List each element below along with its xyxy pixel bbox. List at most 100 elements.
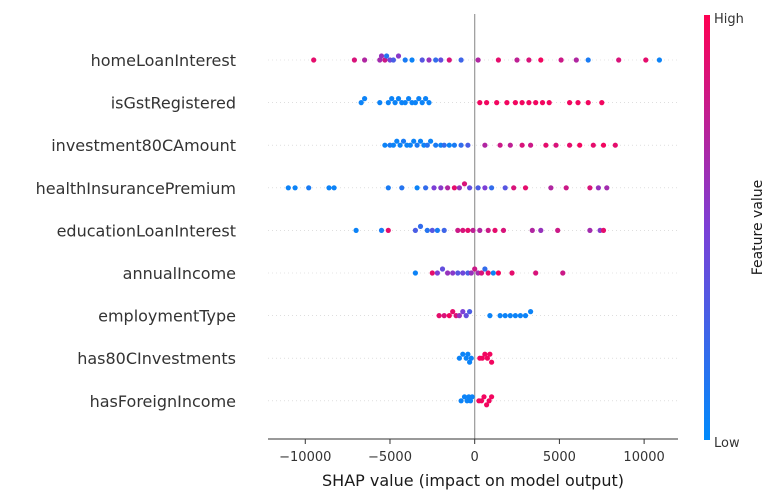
shap-point (458, 398, 464, 404)
shap-point (497, 142, 503, 148)
shap-point (484, 355, 490, 361)
shap-point (441, 313, 447, 319)
shap-point (467, 398, 474, 404)
shap-point (468, 270, 474, 276)
shap-point (585, 100, 591, 106)
shap-point (502, 185, 508, 191)
shap-point (377, 100, 383, 106)
shap-point (378, 53, 385, 59)
shap-point (546, 100, 552, 106)
shap-point (395, 96, 402, 102)
shap-point (423, 185, 429, 191)
shap-point (292, 185, 298, 191)
x-tick-label: 10000 (623, 450, 664, 465)
shap-point (656, 57, 663, 63)
shap-point (538, 227, 544, 233)
shap-point (353, 227, 359, 233)
shap-point (384, 53, 390, 59)
shap-point (426, 57, 432, 63)
shap-point (446, 313, 452, 319)
shap-point (486, 398, 492, 404)
feature-label: educationLoanInterest (57, 221, 236, 240)
shap-point (522, 313, 529, 319)
shap-point (431, 185, 437, 191)
shap-point (495, 270, 501, 276)
shap-point (575, 100, 581, 106)
shap-point (409, 57, 415, 63)
shap-point (389, 96, 395, 102)
shap-point (446, 142, 452, 148)
shap-point (460, 309, 466, 315)
shap-point (482, 266, 488, 272)
shap-point (492, 227, 498, 233)
shap-point (412, 227, 418, 233)
shap-point (604, 185, 610, 191)
shap-point (497, 313, 503, 319)
shap-point (467, 185, 473, 191)
x-tick-label: 5000 (543, 450, 576, 465)
shap-point (519, 100, 525, 106)
shap-point (417, 223, 424, 229)
colorbar-high-label: High (714, 12, 744, 27)
shap-point (392, 100, 398, 106)
feature-rows: homeLoanInterest isGstRegistered investmen… (36, 51, 678, 411)
shap-point (500, 227, 507, 233)
shap-point (507, 313, 513, 319)
feature-value-colorbar: High Low Feature value (704, 12, 766, 451)
feature-label: healthInsurancePremium (36, 179, 236, 198)
shap-point (504, 100, 510, 106)
x-tick-label: −5000 (368, 450, 412, 465)
shap-point (512, 100, 519, 106)
shap-point (362, 57, 368, 63)
shap-point (439, 266, 446, 272)
shap-point (423, 96, 429, 102)
feature-label: employmentType (98, 307, 236, 326)
shap-point (436, 313, 442, 319)
shap-point (587, 227, 593, 233)
shap-point (558, 57, 564, 63)
shap-point (567, 142, 573, 148)
shap-point (331, 185, 337, 191)
x-tick-label: 0 (471, 450, 479, 465)
shap-point (399, 185, 405, 191)
shap-point (485, 270, 491, 276)
shap-point (429, 227, 435, 233)
shap-point (419, 57, 425, 63)
shap-point (560, 270, 566, 276)
shap-point (567, 100, 573, 106)
colorbar-gradient (704, 15, 710, 440)
feature-label: homeLoanInterest (91, 51, 236, 70)
shap-point (526, 57, 532, 63)
shap-point (395, 53, 402, 59)
shap-point (463, 313, 469, 319)
shap-point (407, 142, 413, 148)
shap-point (502, 313, 508, 319)
shap-point (419, 100, 425, 106)
shap-point (385, 100, 391, 106)
shap-point (434, 270, 440, 276)
shap-point (485, 227, 491, 233)
feature-label: annualIncome (123, 264, 236, 283)
shap-point (477, 227, 483, 233)
shap-point (487, 313, 493, 319)
shap-point (428, 138, 434, 144)
shap-point (490, 270, 496, 276)
shap-point (595, 185, 602, 191)
shap-point (475, 185, 481, 191)
shap-point (484, 402, 490, 408)
shap-point (406, 96, 412, 102)
shap-point (460, 270, 466, 276)
shap-point (600, 142, 607, 148)
shap-point (522, 185, 529, 191)
shap-points (285, 53, 663, 408)
shap-point (528, 309, 534, 315)
shap-point (285, 185, 291, 191)
shap-point (465, 142, 471, 148)
shap-point (573, 57, 579, 63)
shap-point (394, 138, 400, 144)
shap-point (412, 270, 418, 276)
shap-point (463, 355, 469, 361)
shap-point (548, 185, 554, 191)
shap-point (482, 351, 488, 357)
colorbar-title: Feature value (750, 180, 766, 276)
